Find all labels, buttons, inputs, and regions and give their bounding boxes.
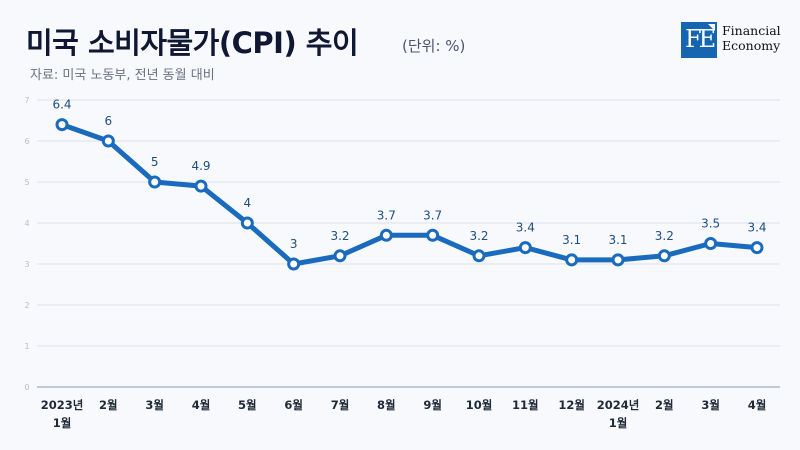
x-tick-label: 7월 bbox=[331, 398, 350, 412]
data-point bbox=[472, 249, 486, 263]
data-label: 3.2 bbox=[655, 229, 674, 243]
data-point bbox=[148, 175, 162, 189]
x-tick-label: 6월 bbox=[284, 398, 303, 412]
data-label: 3.4 bbox=[516, 221, 535, 235]
unit-label: (단위: %) bbox=[402, 37, 466, 55]
x-tick-label: 5월 bbox=[238, 398, 257, 412]
x-tick-label: 8월 bbox=[377, 398, 396, 412]
logo-corner-decoration bbox=[708, 24, 715, 31]
x-tick-label: 3월 bbox=[145, 398, 164, 412]
data-point bbox=[101, 134, 115, 148]
y-tick-label: 3 bbox=[24, 260, 29, 269]
data-label: 3.1 bbox=[562, 233, 581, 247]
data-point bbox=[333, 249, 347, 263]
data-point bbox=[240, 216, 254, 230]
data-point bbox=[565, 253, 579, 267]
data-label: 3.5 bbox=[701, 217, 720, 231]
data-label: 3.7 bbox=[377, 208, 396, 222]
data-label: 3.4 bbox=[747, 221, 766, 235]
series-line bbox=[59, 122, 760, 267]
data-points bbox=[55, 118, 764, 271]
data-point bbox=[287, 257, 301, 271]
cpi-series-line bbox=[59, 122, 760, 267]
y-tick-label: 5 bbox=[24, 178, 29, 187]
logo-text-line1: Financial bbox=[722, 23, 781, 38]
financial-economy-logo-icon: FE bbox=[681, 22, 717, 58]
data-label: 4 bbox=[244, 196, 252, 210]
x-tick-label: 10월 bbox=[466, 398, 493, 412]
data-point bbox=[704, 237, 718, 250]
data-label: 3 bbox=[290, 237, 298, 251]
data-label: 3.2 bbox=[330, 229, 349, 243]
data-point bbox=[657, 249, 671, 263]
data-point bbox=[379, 228, 393, 242]
y-axis-ticks: 0 1 2 3 4 5 6 7 bbox=[24, 96, 29, 392]
data-point bbox=[611, 253, 625, 267]
y-tick-label: 2 bbox=[24, 301, 29, 310]
data-point bbox=[750, 241, 764, 255]
x-tick-label: 12월 bbox=[558, 398, 585, 412]
data-label: 5 bbox=[151, 155, 159, 169]
x-tick-label: 3월 bbox=[701, 398, 720, 412]
y-tick-label: 7 bbox=[24, 96, 29, 105]
y-tick-label: 1 bbox=[24, 342, 29, 351]
x-tick-label: 1월 bbox=[53, 416, 72, 430]
data-point bbox=[55, 118, 69, 132]
x-tick-label: 4월 bbox=[192, 398, 211, 412]
source-subtitle: 자료: 미국 노동부, 전년 동월 대비 bbox=[30, 68, 215, 83]
grid-lines bbox=[37, 99, 780, 388]
x-tick-label: 2024년 bbox=[597, 398, 640, 412]
logo-text-line2: Economy bbox=[722, 38, 781, 53]
x-tick-label: 2월 bbox=[99, 398, 118, 412]
data-label: 6 bbox=[105, 114, 113, 128]
data-label: 3.2 bbox=[469, 229, 488, 243]
x-tick-label: 11월 bbox=[512, 398, 539, 412]
x-tick-label: 4월 bbox=[748, 398, 767, 412]
data-label: 3.1 bbox=[608, 233, 627, 247]
y-tick-label: 6 bbox=[24, 137, 29, 146]
logo-text: Financial Economy bbox=[722, 23, 781, 53]
data-label: 3.7 bbox=[423, 208, 442, 222]
y-tick-label: 0 bbox=[24, 383, 29, 392]
x-tick-label: 9월 bbox=[423, 398, 442, 412]
x-tick-label: 2023년 bbox=[41, 398, 84, 412]
chart-title: 미국 소비자물가(CPI) 추이 bbox=[26, 26, 359, 60]
data-label: 4.9 bbox=[191, 159, 210, 173]
data-label: 6.4 bbox=[52, 98, 71, 112]
data-labels: 6.4 6 5 4.9 4 3 3.2 3.7 3.7 3.2 3.4 3.1 3.1 3.2 3.5 3.4 bbox=[52, 98, 766, 251]
data-point bbox=[518, 241, 532, 255]
x-tick-label: 2월 bbox=[655, 398, 674, 412]
x-axis-labels: 2023년 1월 2월 3월 4월 5월 6월 7월 8월 9월 10월 11월 12월 2024년 1월 2… bbox=[41, 398, 767, 430]
data-point bbox=[194, 179, 208, 193]
x-tick-label: 1월 bbox=[609, 416, 628, 430]
y-tick-label: 4 bbox=[24, 219, 29, 228]
data-point bbox=[426, 228, 440, 242]
